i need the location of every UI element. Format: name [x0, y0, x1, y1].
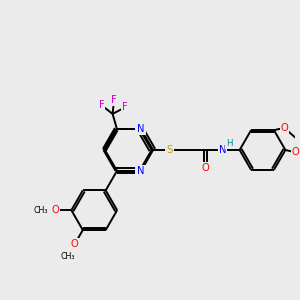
Text: N: N [136, 166, 143, 176]
Text: N: N [137, 166, 145, 176]
Text: N: N [136, 124, 143, 134]
Text: O: O [292, 147, 299, 157]
Text: N: N [219, 145, 226, 155]
Text: O: O [71, 239, 79, 249]
Text: O: O [51, 205, 59, 215]
Text: CH₃: CH₃ [33, 206, 48, 215]
Text: O: O [280, 123, 288, 133]
Text: O: O [202, 163, 209, 172]
Text: F: F [111, 95, 117, 105]
Text: F: F [122, 103, 128, 112]
Text: CH₃: CH₃ [60, 252, 75, 261]
Text: N: N [137, 124, 145, 134]
Text: S: S [166, 145, 172, 155]
Text: H: H [226, 139, 232, 148]
Text: F: F [99, 100, 104, 110]
